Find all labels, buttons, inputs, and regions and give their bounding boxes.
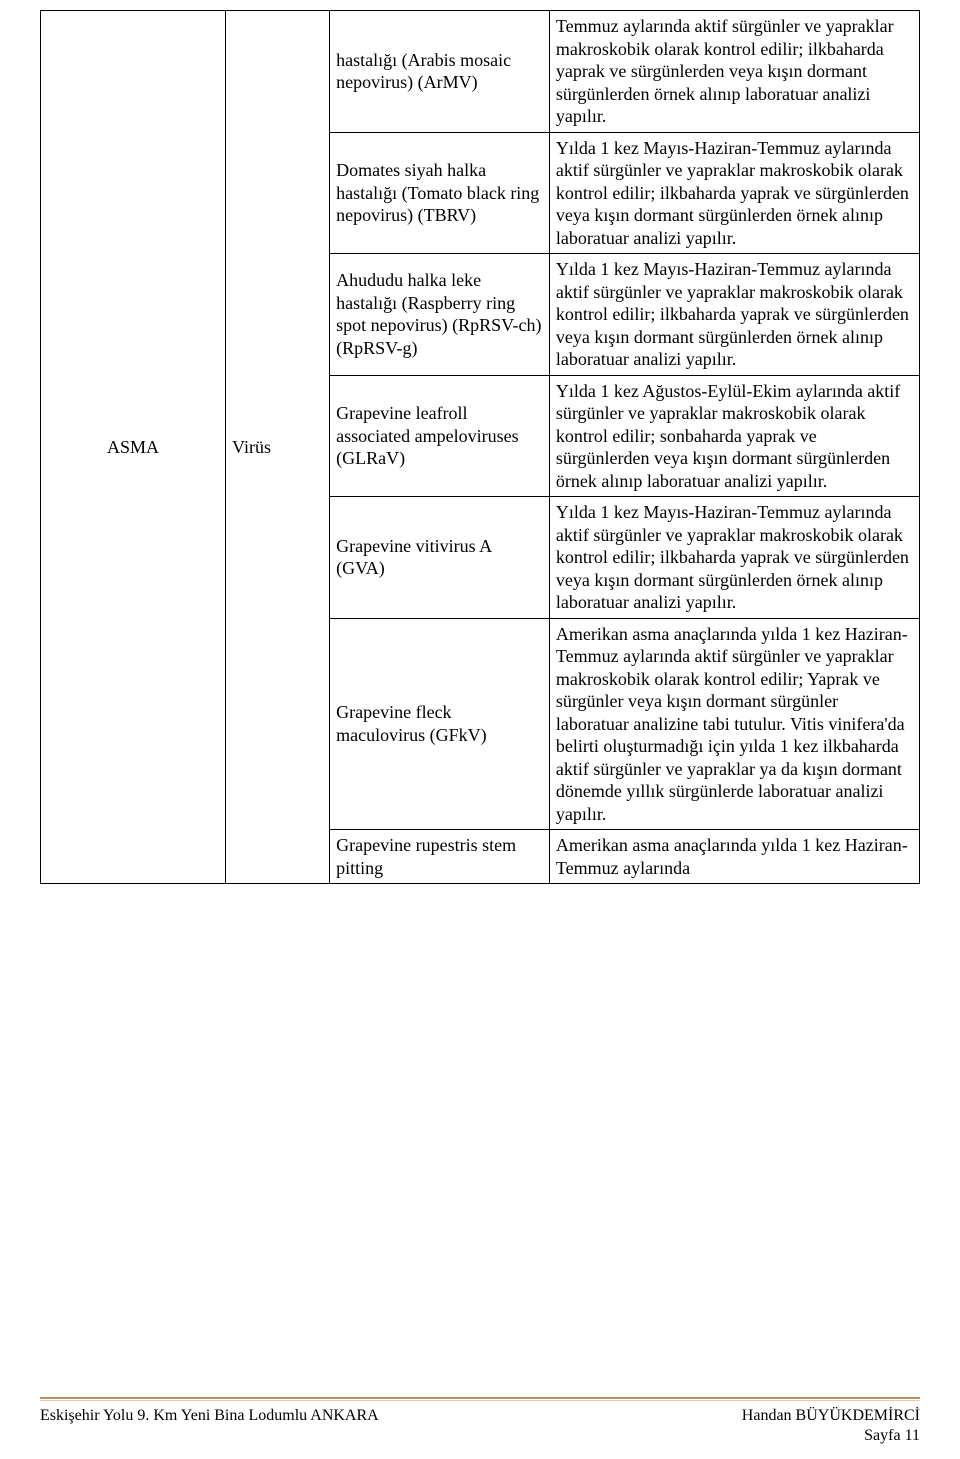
footer-row: Eskişehir Yolu 9. Km Yeni Bina Lodumlu A… — [40, 1407, 920, 1425]
disease-name-cell: Ahududu halka leke hastalığı (Raspberry … — [330, 254, 550, 376]
agent-type-cell: Virüs — [226, 11, 330, 884]
description-cell: Temmuz aylarında aktif sürgünler ve yapr… — [549, 11, 919, 133]
disease-name-cell: Grapevine rupestris stem pitting — [330, 830, 550, 884]
description-cell: Yılda 1 kez Mayıs-Haziran-Temmuz ayların… — [549, 497, 919, 619]
footer-page-number: Sayfa 11 — [40, 1427, 920, 1445]
page-footer: Eskişehir Yolu 9. Km Yeni Bina Lodumlu A… — [0, 1391, 960, 1459]
plant-name-cell: ASMA — [41, 11, 226, 884]
footer-divider-shadow — [40, 1400, 920, 1401]
table-row: ASMA Virüs hastalığı (Arabis mosaic nepo… — [41, 11, 920, 133]
footer-address: Eskişehir Yolu 9. Km Yeni Bina Lodumlu A… — [40, 1407, 379, 1425]
description-cell: Yılda 1 kez Mayıs-Haziran-Temmuz ayların… — [549, 132, 919, 254]
footer-author: Handan BÜYÜKDEMİRCİ — [742, 1407, 920, 1425]
disease-name-cell: Domates siyah halka hastalığı (Tomato bl… — [330, 132, 550, 254]
disease-name-cell: hastalığı (Arabis mosaic nepovirus) (ArM… — [330, 11, 550, 133]
disease-name-cell: Grapevine leafroll associated ampeloviru… — [330, 375, 550, 497]
description-cell: Yılda 1 kez Ağustos-Eylül-Ekim aylarında… — [549, 375, 919, 497]
virus-table: ASMA Virüs hastalığı (Arabis mosaic nepo… — [40, 10, 920, 884]
footer-divider — [40, 1397, 920, 1399]
description-cell: Amerikan asma anaçlarında yılda 1 kez Ha… — [549, 830, 919, 884]
description-cell: Amerikan asma anaçlarında yılda 1 kez Ha… — [549, 618, 919, 830]
description-cell: Yılda 1 kez Mayıs-Haziran-Temmuz ayların… — [549, 254, 919, 376]
disease-name-cell: Grapevine fleck maculovirus (GFkV) — [330, 618, 550, 830]
page-content: ASMA Virüs hastalığı (Arabis mosaic nepo… — [0, 0, 960, 1391]
disease-name-cell: Grapevine vitivirus A (GVA) — [330, 497, 550, 619]
virus-table-body: ASMA Virüs hastalığı (Arabis mosaic nepo… — [41, 11, 920, 884]
